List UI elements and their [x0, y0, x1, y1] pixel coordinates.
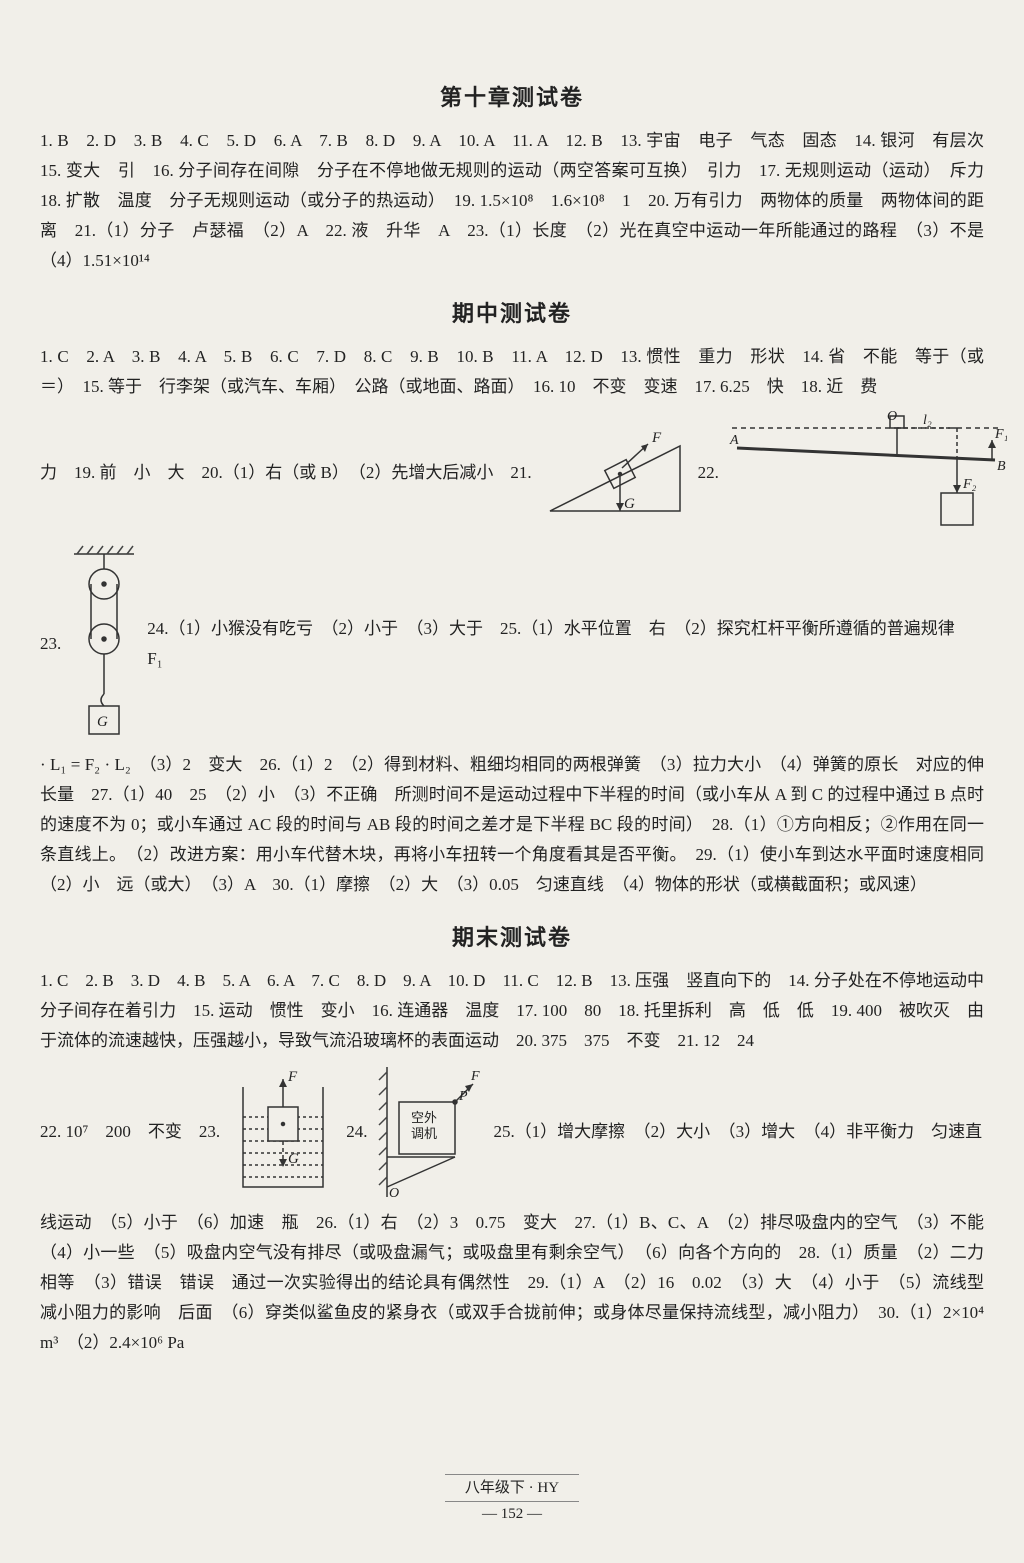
- fig21-label-G: G: [624, 496, 635, 512]
- midterm-para-after: · L₁ = F₂ · L₂ （3）2 变大 26.（1）2 （2）得到材料、粗…: [40, 750, 984, 900]
- final-row-leading: 22. 10⁷ 200 不变 23.: [40, 1117, 220, 1147]
- svg-text:O: O: [389, 1186, 399, 1201]
- svg-text:O: O: [887, 409, 897, 424]
- section-title-ch10: 第十章测试卷: [40, 80, 984, 112]
- svg-text:空外: 空外: [411, 1110, 437, 1125]
- midterm-after-23: 24.（1）小猴没有吃亏 （2）小于 （3）大于 25.（1）水平位置 右 （2…: [147, 614, 984, 674]
- midterm-row-21-22: 力 19. 前 小 大 20.（1）右（或 B） （2）先增大后减小 21.: [40, 408, 984, 538]
- svg-text:F₁: F₁: [994, 427, 1007, 442]
- svg-text:调机: 调机: [411, 1126, 437, 1141]
- svg-text:F₂: F₂: [962, 477, 977, 492]
- svg-text:F: F: [287, 1069, 298, 1085]
- final-para-1: 1. C 2. B 3. D 4. B 5. A 6. A 7. C 8. D …: [40, 966, 984, 1056]
- svg-text:A: A: [729, 433, 739, 448]
- svg-text:G: G: [288, 1151, 299, 1167]
- midterm-row-leading: 力 19. 前 小 大 20.（1）右（或 B） （2）先增大后减小 21.: [40, 458, 532, 488]
- section-title-midterm: 期中测试卷: [40, 296, 984, 328]
- midterm-label-22: 22.: [698, 458, 719, 488]
- svg-text:P: P: [458, 1089, 468, 1104]
- section-title-final: 期末测试卷: [40, 920, 984, 952]
- final-label-24: 24.: [346, 1117, 367, 1147]
- page-footer: 八年级下 · HY — 152 —: [0, 1474, 1024, 1523]
- footer-grade-label: 八年级下 · HY: [445, 1474, 579, 1502]
- svg-text:F: F: [470, 1069, 480, 1084]
- svg-text:B: B: [997, 459, 1006, 474]
- footer-page-number: — 152 —: [0, 1506, 1024, 1523]
- svg-text:l₂: l₂: [923, 413, 932, 428]
- midterm-row-23: 23.: [40, 544, 984, 744]
- section-body-ch10: 1. B 2. D 3. B 4. C 5. D 6. A 7. B 8. D …: [40, 126, 984, 276]
- final-after-24: 25.（1）增大摩擦 （2）大小 （3）增大 （4）非平衡力 匀速直: [493, 1117, 984, 1147]
- fig21-label-F: F: [651, 430, 662, 446]
- midterm-para-1: 1. C 2. A 3. B 4. A 5. B 6. C 7. D 8. C …: [40, 342, 984, 402]
- figure-final-23-buoyancy: F G: [228, 1067, 338, 1197]
- figure-22-lever: O l₂ A B F₁ F₂: [727, 408, 1007, 538]
- final-para-after: 线运动 （5）小于 （6）加速 瓶 26.（1）右 （2）3 0.75 变大 2…: [40, 1208, 984, 1358]
- final-row-22-25: 22. 10⁷ 200 不变 23.: [40, 1062, 984, 1202]
- figure-final-24-wall-ac: 空外 调机 F P O: [375, 1062, 485, 1202]
- svg-text:G: G: [97, 714, 108, 730]
- figure-21-incline: F G: [540, 426, 690, 521]
- midterm-label-23: 23.: [40, 629, 61, 659]
- figure-23-pulley: G: [69, 544, 139, 744]
